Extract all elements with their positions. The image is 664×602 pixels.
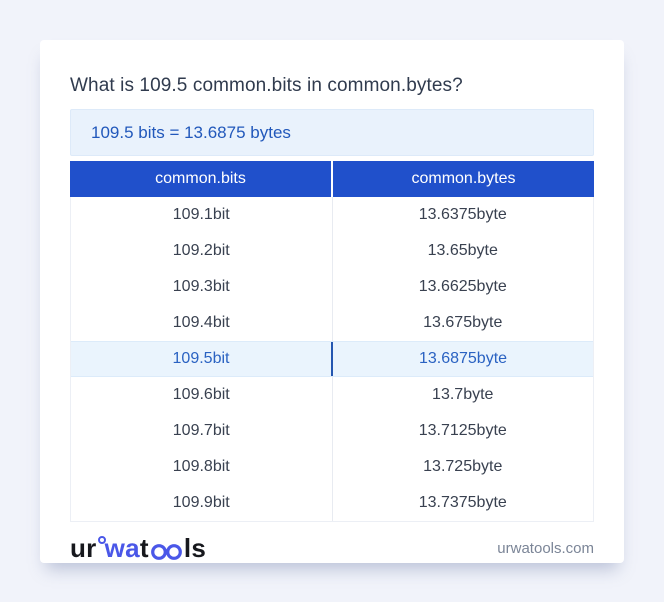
cell-bits: 109.9bit <box>71 485 333 521</box>
table-row: 109.1bit 13.6375byte <box>71 197 593 233</box>
card-footer: ur wa t ls urwatools.com <box>70 531 594 565</box>
column-header-bytes: common.bytes <box>411 170 516 187</box>
cell-bits: 109.2bit <box>71 233 333 269</box>
table-row: 109.4bit 13.675byte <box>71 305 593 341</box>
table-row: 109.7bit 13.7125byte <box>71 413 593 449</box>
table-header-row: common.bits common.bytes <box>70 161 594 197</box>
cell-bits: 109.4bit <box>71 305 333 341</box>
table-row: 109.2bit 13.65byte <box>71 233 593 269</box>
converter-card: What is 109.5 common.bits in common.byte… <box>40 40 624 563</box>
cell-bits: 109.5bit <box>71 342 333 376</box>
cell-bits: 109.6bit <box>71 377 333 413</box>
cell-bits: 109.1bit <box>71 197 333 233</box>
logo-text-wa: wa <box>104 533 140 563</box>
cell-bytes: 13.7375byte <box>418 494 507 511</box>
table-body: 109.1bit 13.6375byte 109.2bit 13.65byte 109.… <box>70 197 594 522</box>
result-text: 109.5 bits = 13.6875 bytes <box>91 122 291 142</box>
cell-bytes: 13.6625byte <box>418 278 507 295</box>
result-box: 109.5 bits = 13.6875 bytes <box>70 109 594 156</box>
column-header-bits: common.bits <box>70 161 333 197</box>
cell-bits: 109.8bit <box>71 449 333 485</box>
cell-bytes: 13.725byte <box>423 458 503 475</box>
conversion-table: common.bits common.bytes 109.1bit 13.6375… <box>70 161 594 522</box>
table-row-selected: 109.5bit 13.6875byte <box>71 341 593 377</box>
cell-bytes: 13.6375byte <box>418 206 507 223</box>
logo-text-ls: ls <box>183 533 207 563</box>
degree-mark-icon <box>97 536 106 544</box>
cell-bits: 109.3bit <box>71 269 333 305</box>
table-row: 109.8bit 13.725byte <box>71 449 593 485</box>
question-title: What is 109.5 common.bits in common.byte… <box>70 75 463 96</box>
cell-bytes: 13.6875byte <box>418 350 508 367</box>
site-link[interactable]: urwatools.com <box>497 539 594 557</box>
table-row: 109.3bit 13.6625byte <box>71 269 593 305</box>
logo-text-ur: ur <box>70 533 97 563</box>
cell-bits: 109.7bit <box>71 413 333 449</box>
table-row: 109.9bit 13.7375byte <box>71 485 593 521</box>
logo-text-t: t <box>139 533 149 563</box>
table-row: 109.6bit 13.7byte <box>71 377 593 413</box>
cell-bytes: 13.7125byte <box>418 422 507 439</box>
cell-bytes: 13.675byte <box>423 314 503 331</box>
cell-bytes: 13.65byte <box>427 242 498 259</box>
glasses-oo-icon <box>150 544 182 560</box>
cell-bytes: 13.7byte <box>432 386 494 403</box>
logo[interactable]: ur wa t ls <box>70 533 206 563</box>
